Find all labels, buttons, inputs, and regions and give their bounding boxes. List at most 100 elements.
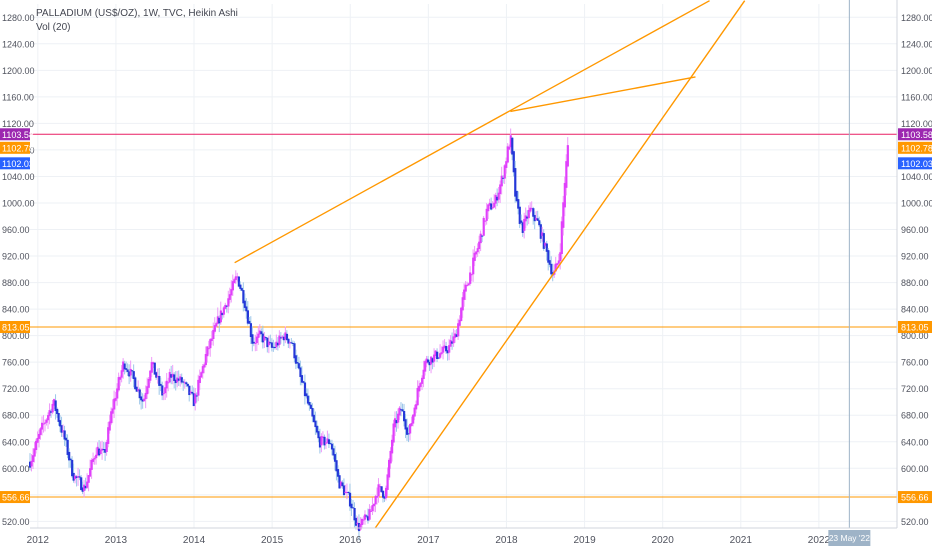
candle-body [425, 358, 428, 364]
candle-body [95, 454, 98, 459]
candle-body [69, 458, 72, 461]
candle-body [427, 359, 430, 363]
candle-body [224, 304, 227, 309]
candle-body [353, 508, 356, 521]
candle-body [395, 420, 398, 424]
candle-body [566, 145, 569, 167]
price-badges: 1103.58 1103.58 1102.78 1102.78 1102.03 1102.… [0, 128, 932, 546]
candle-body [317, 431, 320, 439]
candle-body [210, 338, 213, 341]
candle-body [556, 263, 559, 266]
x-tick-label: 2017 [417, 535, 440, 546]
candle-body [33, 448, 36, 457]
candle-body [297, 363, 301, 369]
candle-body [296, 362, 299, 364]
candle-body [354, 517, 358, 526]
candle-body [261, 333, 265, 343]
y-tick-label-left: 1000.00 [2, 198, 35, 208]
symbol-title[interactable]: PALLADIUM (US$/OZ), 1W, TVC, Heikin Ashi [36, 8, 238, 19]
y-tick-label-left: 1280.00 [2, 13, 35, 23]
candle-body [529, 207, 532, 212]
trendlines[interactable] [234, 0, 746, 529]
candle-body [482, 217, 485, 236]
candle-body [105, 441, 108, 452]
candle-body [305, 393, 308, 397]
candle-body [56, 408, 59, 415]
price-badge-right [898, 128, 932, 141]
y-tick-label-left: 1200.00 [2, 66, 35, 76]
candles [29, 128, 569, 541]
candle-body [60, 425, 63, 433]
candle-body [116, 388, 119, 399]
y-tick-label-left: 760.00 [2, 358, 30, 368]
candle-body [84, 485, 87, 489]
candle-body [336, 469, 340, 477]
candle-body [499, 184, 502, 195]
price-badge-right [898, 157, 932, 170]
candle-body [381, 490, 385, 498]
candle-body [360, 518, 364, 525]
candle-body [275, 341, 278, 348]
price-badge-right-text: 556.66 [901, 493, 929, 503]
candle-body [348, 492, 352, 507]
candle-body [464, 284, 467, 292]
candle-body [111, 408, 114, 414]
y-tick-label-right: 1160.00 [901, 92, 932, 102]
candle-body [209, 339, 212, 349]
candle-body [311, 408, 314, 417]
candle-body [186, 383, 189, 387]
candle-body [291, 343, 295, 345]
candle-body [165, 380, 168, 389]
candle-body [533, 215, 536, 222]
price-badge-left-text: 1102.03 [2, 159, 34, 169]
candle-body [218, 317, 221, 324]
candle-body [152, 362, 155, 365]
candle-body [189, 391, 192, 394]
y-tick-label-right: 1280.00 [901, 13, 932, 23]
x-tick-label: 2018 [495, 535, 518, 546]
candle-body [338, 475, 341, 489]
candle-body [285, 333, 289, 341]
candle-body [219, 310, 222, 323]
candle-body [174, 379, 177, 384]
candle-body [442, 346, 445, 353]
candle-body [162, 393, 165, 395]
y-tick-label-right: 760.00 [901, 358, 929, 368]
candle-body [406, 427, 409, 435]
x-tick-label: 2019 [573, 535, 596, 546]
candle-body [449, 340, 452, 347]
candle-body [203, 364, 206, 368]
price-badge-left [0, 491, 30, 504]
candle-body [542, 233, 545, 249]
price-badge-left-text: 813.05 [2, 322, 30, 332]
candle-body [144, 392, 147, 400]
candle-body [515, 190, 518, 202]
price-badge-left [0, 320, 30, 333]
price-badge-right-text: 1103.58 [901, 130, 932, 140]
price-badge-right-text: 1102.78 [901, 143, 932, 153]
candle-body [451, 341, 454, 344]
candle-body [538, 220, 541, 226]
candle-body [430, 356, 433, 365]
indicator-label[interactable]: Vol (20) [36, 22, 71, 33]
candle-body [168, 372, 171, 383]
candle-body [351, 507, 355, 509]
candle-body [230, 289, 233, 296]
y-tick-label-right: 880.00 [901, 278, 929, 288]
candle-body [377, 484, 380, 497]
candle-body [494, 195, 497, 204]
candle-body [345, 491, 349, 493]
candle-body [53, 399, 56, 406]
candle-body [421, 377, 424, 384]
candle-body [541, 232, 544, 236]
candle-body [258, 330, 262, 335]
y-tick-label-left: 920.00 [2, 252, 30, 262]
candle-body [234, 276, 237, 280]
candle-body [524, 215, 527, 222]
candle-body [107, 427, 110, 444]
candle-body [129, 368, 132, 376]
candle-body [407, 433, 410, 435]
y-tick-label-right: 1240.00 [901, 39, 932, 49]
